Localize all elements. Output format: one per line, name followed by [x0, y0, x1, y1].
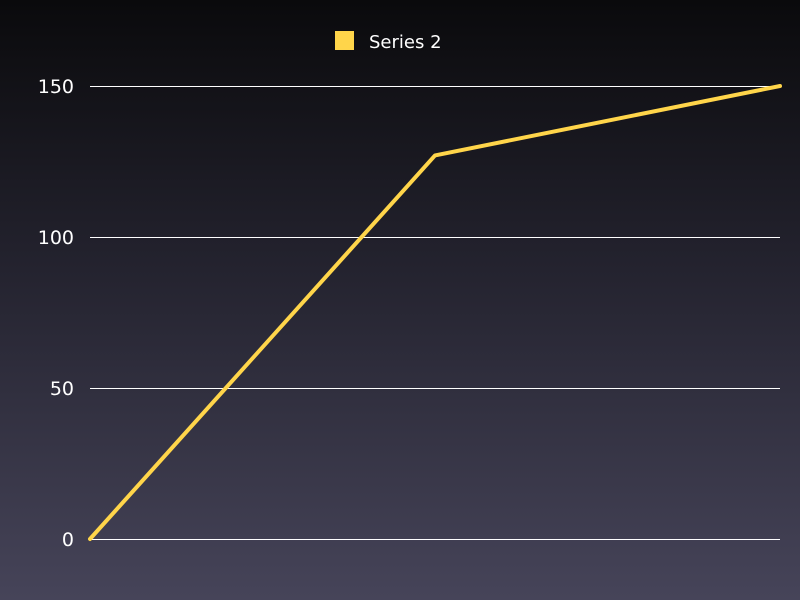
- legend-label-series-2: Series 2: [369, 32, 442, 53]
- y-axis-tick-labels: 0 50 100 150: [38, 76, 74, 551]
- legend-swatch-series-2: [335, 31, 354, 50]
- series-line-1: [88, 84, 782, 541]
- y-tick-label-50: 50: [50, 378, 74, 400]
- y-tick-label-150: 150: [38, 76, 74, 98]
- y-tick-label-100: 100: [38, 227, 74, 249]
- series-layer: [88, 84, 782, 541]
- legend: Series 2: [335, 31, 442, 53]
- y-tick-label-0: 0: [62, 529, 74, 551]
- gridlines: [90, 86, 780, 540]
